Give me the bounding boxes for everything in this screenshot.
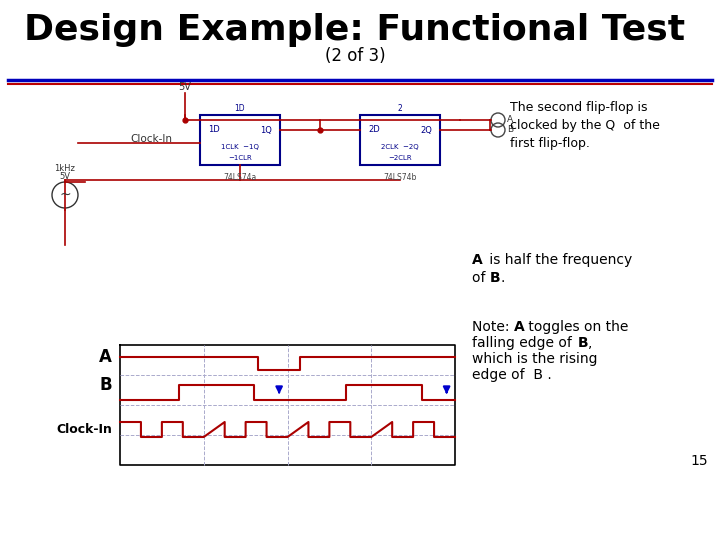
Text: Design Example: Functional Test: Design Example: Functional Test [24, 13, 685, 47]
Text: edge of  B .: edge of B . [472, 368, 552, 382]
Text: is half the frequency: is half the frequency [485, 253, 632, 267]
Text: Note:: Note: [472, 320, 514, 334]
Text: 2D: 2D [368, 125, 379, 134]
Text: 1D: 1D [208, 125, 220, 134]
Text: ~: ~ [59, 188, 71, 202]
Text: falling edge of: falling edge of [472, 336, 576, 350]
Text: B: B [507, 125, 513, 134]
Text: A: A [507, 116, 513, 125]
Text: 74LS74b: 74LS74b [383, 173, 417, 182]
Text: B: B [99, 376, 112, 394]
Text: 5V: 5V [60, 172, 71, 181]
Text: B: B [490, 271, 500, 285]
Text: 1D: 1D [235, 104, 246, 113]
Text: Clock-In: Clock-In [130, 134, 172, 145]
Text: ,: , [588, 336, 593, 350]
Text: ¿: ¿ [475, 253, 482, 267]
Text: of: of [472, 271, 490, 285]
Text: A: A [514, 320, 525, 334]
Text: which is the rising: which is the rising [472, 352, 598, 366]
Text: −2CLR: −2CLR [388, 154, 412, 160]
Bar [200, 115, 280, 165]
Text: 1kHz: 1kHz [55, 164, 76, 173]
Text: A: A [472, 253, 482, 267]
Bar [360, 115, 440, 165]
Text: (2 of 3): (2 of 3) [325, 47, 385, 65]
Text: 15: 15 [690, 454, 708, 468]
Text: 74LS74a: 74LS74a [223, 173, 256, 182]
Text: 1Q: 1Q [260, 125, 272, 134]
Text: Clock-In: Clock-In [56, 423, 112, 436]
Text: 5V: 5V [179, 82, 192, 92]
Text: 1CLK  −1Q: 1CLK −1Q [221, 145, 259, 151]
Text: toggles on the: toggles on the [524, 320, 629, 334]
Text: A: A [99, 348, 112, 366]
Text: −1CLR: −1CLR [228, 154, 252, 160]
Text: .: . [500, 271, 505, 285]
Text: 2Q: 2Q [420, 125, 432, 134]
Text: 2: 2 [397, 104, 402, 113]
Text: B: B [578, 336, 589, 350]
Text: 2CLK  −2Q: 2CLK −2Q [381, 145, 419, 151]
Text: The second flip-flop is
clocked by the Q  of the
first flip-flop.: The second flip-flop is clocked by the Q… [510, 100, 660, 150]
